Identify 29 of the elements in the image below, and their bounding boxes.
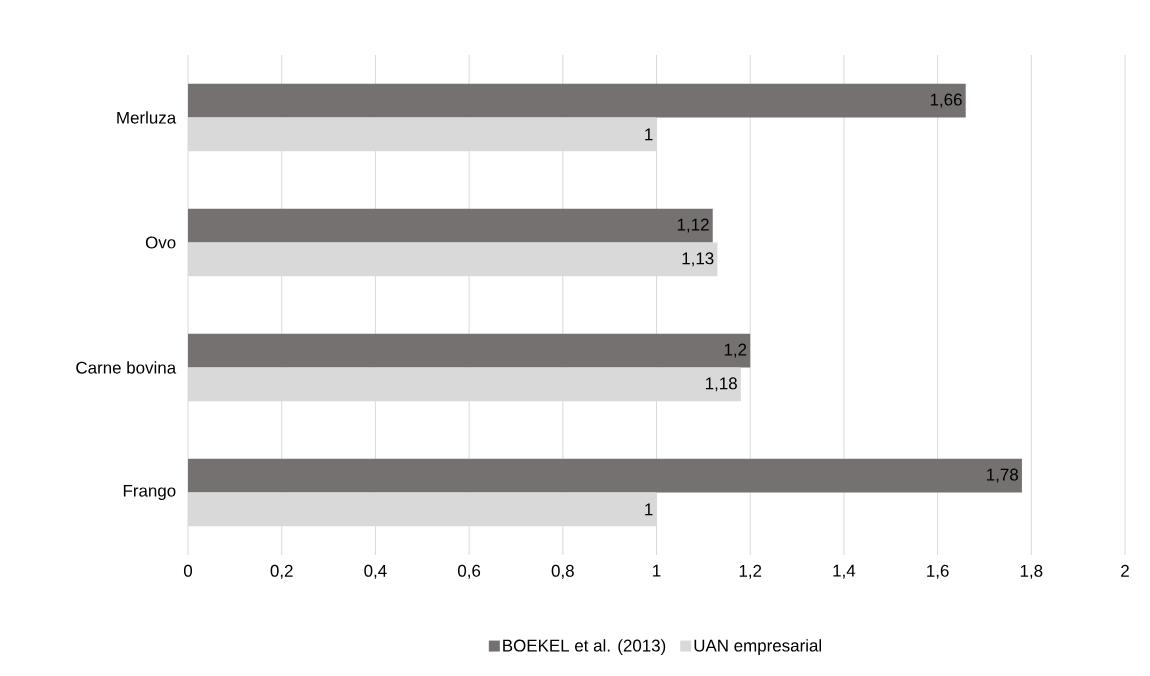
data-label: 1,12	[677, 218, 709, 233]
bar	[188, 333, 751, 368]
x-tick-label: 1,4	[833, 564, 856, 579]
x-tick-label: 2	[1121, 564, 1129, 577]
data-label: 1,2	[724, 343, 747, 358]
x-tick-label: 1,8	[1020, 564, 1043, 579]
data-label: 1,18	[705, 377, 737, 392]
legend-label: BOEKEL et al. (2013)	[503, 639, 666, 655]
data-label: 1,78	[987, 468, 1019, 483]
x-tick-label: 1,2	[739, 564, 762, 579]
x-tick-label: 1,6	[927, 564, 949, 579]
y-tick-label: Merluza	[117, 111, 177, 124]
x-tick-label: 0,8	[551, 564, 574, 579]
data-label: 1	[645, 503, 653, 516]
data-label: 1,66	[930, 93, 962, 108]
y-tick-label: Carne bovina	[76, 361, 177, 374]
x-tick-label: 0,6	[457, 564, 481, 579]
x-tick-label: 0,2	[270, 564, 293, 579]
x-tick-label: 0,4	[364, 564, 387, 579]
legend-label: UAN empresarial	[694, 639, 822, 655]
bar	[188, 83, 966, 118]
y-tick-label: Ovo	[145, 236, 176, 249]
data-label: 1	[645, 128, 653, 141]
y-tick-label: Frango	[123, 484, 176, 501]
data-label: 1,13	[682, 252, 714, 267]
x-tick-label: 0	[183, 564, 193, 577]
bar	[188, 208, 713, 243]
bar	[188, 458, 1022, 493]
x-tick-label: 1	[653, 564, 661, 577]
